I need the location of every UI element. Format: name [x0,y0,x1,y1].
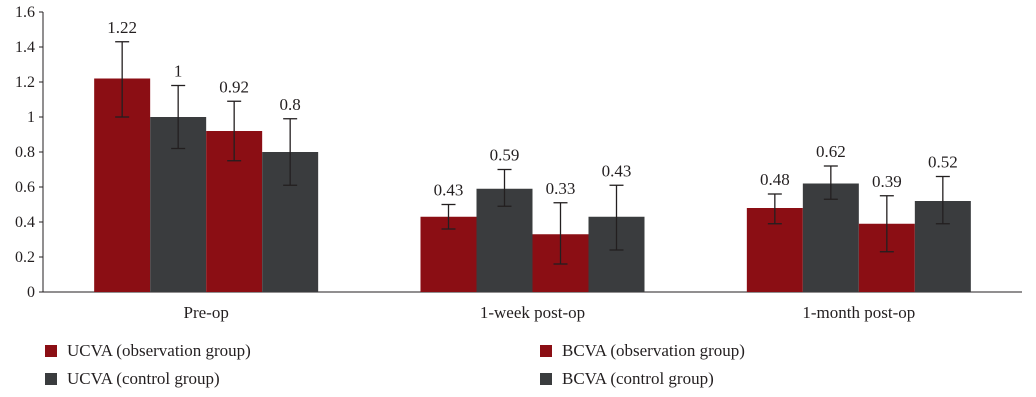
error-bar [609,184,624,251]
error-bar [227,100,242,162]
legend-item: UCVA (control group) [45,369,220,388]
data-label: 1.22 [107,18,137,37]
y-tick-label: 0.6 [15,179,35,196]
error-bar [767,193,782,225]
data-label: 0.59 [490,146,520,165]
data-label: 0.43 [434,181,464,200]
y-tick-label: 1.4 [15,39,35,56]
error-bar [935,175,950,225]
data-label: 0.8 [280,95,301,114]
error-bar [115,41,130,118]
legend-item: BCVA (control group) [540,369,714,388]
error-bar [553,202,568,265]
error-bar [497,168,512,207]
data-label: 0.92 [219,77,249,96]
y-axis: 0 0.2 0.4 0.6 0.8 1 1.2 1.4 1.6 [15,4,1022,301]
bars [94,78,971,292]
legend-swatch [45,373,57,385]
y-tick-label: 1.6 [15,4,35,21]
data-label: 0.48 [760,170,790,189]
error-bar [879,195,894,253]
x-axis-categories: Pre-op 1-week post-op 1-month post-op [184,303,916,322]
legend-label: BCVA (observation group) [562,341,745,360]
legend-swatch [45,345,57,357]
data-labels: 1.22 1 0.92 0.8 0.43 0.59 0.33 0.43 0.48 0.62 0.39… [107,18,957,200]
error-bar [171,84,186,150]
data-label: 1 [174,62,183,81]
y-tick-label: 1 [27,109,35,126]
y-tick-label: 0.8 [15,144,35,161]
x-category-label: 1-week post-op [480,303,585,322]
data-label: 0.39 [872,172,902,191]
data-label: 0.43 [602,161,632,180]
error-bars [115,41,950,265]
bar [802,183,859,292]
legend-item: BCVA (observation group) [540,341,745,360]
legend-label: UCVA (observation group) [67,341,251,360]
x-category-label: Pre-op [184,303,229,322]
error-bar [441,203,456,230]
legend-item: UCVA (observation group) [45,341,251,360]
y-tick-label: 1.2 [15,74,35,91]
y-tick-label: 0 [27,284,35,301]
y-tick-label: 0.2 [15,249,35,266]
y-tick-label: 0.4 [15,214,35,231]
data-label: 0.62 [816,142,846,161]
error-bar [823,165,838,200]
data-label: 0.33 [546,179,576,198]
legend-swatch [540,373,552,385]
data-label: 0.52 [928,153,958,172]
error-bar [283,118,298,186]
legend-label: BCVA (control group) [562,369,714,388]
x-category-label: 1-month post-op [802,303,915,322]
legend: UCVA (observation group) UCVA (control gr… [45,341,745,388]
legend-label: UCVA (control group) [67,369,220,388]
legend-swatch [540,345,552,357]
